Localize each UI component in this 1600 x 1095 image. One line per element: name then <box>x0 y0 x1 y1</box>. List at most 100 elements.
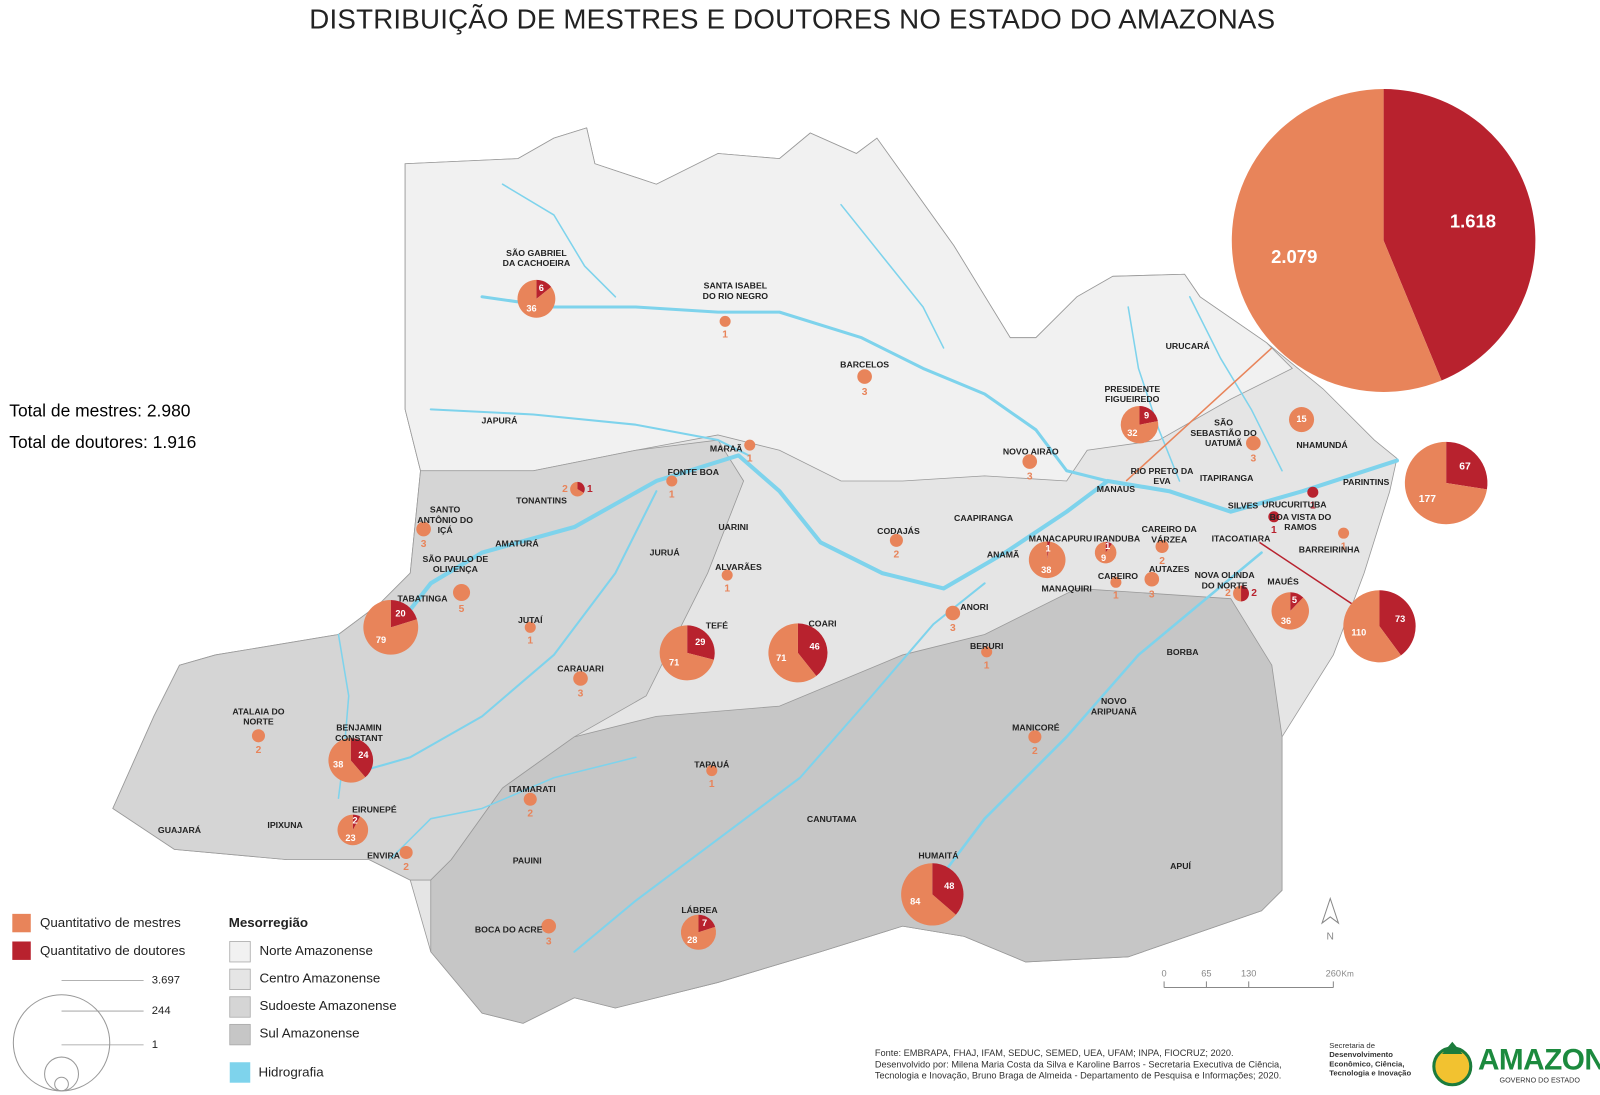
credits-line: Desenvolvido por: Milena Maria Costa da … <box>874 1059 1282 1081</box>
pie: 7 28 <box>680 914 717 950</box>
pie-value-mestres: 3 <box>862 387 868 398</box>
municipality-name: CANUTAMA <box>806 813 857 824</box>
legend-mesoregion-name: Sudoeste Amazonense <box>259 997 397 1014</box>
legend-mesoregion-swatch <box>229 996 251 1018</box>
pie-value-mestres: 3 <box>950 623 956 634</box>
pie-slice-mestres <box>1155 539 1169 553</box>
pie-value-mestres: 2 <box>256 745 262 756</box>
legend-hydrography-swatch <box>229 1062 251 1083</box>
pie-value-doutores: 1.618 <box>1450 211 1496 232</box>
pie-slice-mestres <box>680 914 717 950</box>
legend-swatch-mestres <box>12 913 31 933</box>
pie: 29 71 <box>659 625 715 681</box>
municipality-name: BERURI <box>969 640 1004 651</box>
municipality-name: EIRUNEPÉ <box>352 804 397 815</box>
pie: 3 <box>1246 435 1261 464</box>
pie: 73 110 <box>1343 590 1416 663</box>
municipality-name: ANAMÃ <box>986 549 1020 560</box>
pie-value-doutores: 20 <box>395 609 405 619</box>
legend-mesoregion-swatch <box>229 941 251 963</box>
pie: 24 38 <box>328 738 374 783</box>
municipality-name: TAPAUÁ <box>694 759 730 770</box>
pie-slice-mestres <box>901 863 956 926</box>
pie-slice-mestres <box>1343 590 1401 663</box>
regions <box>112 127 1398 1024</box>
pie-slice-mestres <box>541 918 557 934</box>
pie: 2 <box>523 792 537 820</box>
legend-size-circle <box>44 1056 80 1092</box>
municipality-name: ENVIRA <box>367 850 401 861</box>
municipality-name: MANICORÉ <box>1012 722 1060 733</box>
pie-slice-doutores <box>1268 511 1280 523</box>
pie-slice-doutores <box>1290 592 1304 611</box>
municipality-name: UARINI <box>718 521 749 533</box>
legend-hydrography: Hidrografia <box>258 1064 324 1080</box>
pie-slice-mestres <box>1110 576 1122 588</box>
total-mestres: Total de mestres: 2.980 <box>9 401 191 421</box>
legend-size-label: 1 <box>152 1039 158 1051</box>
pie-slice-mestres <box>1233 585 1242 602</box>
pie-value-doutores: 46 <box>810 642 820 652</box>
pie-value-mestres: 2.079 <box>1271 246 1317 267</box>
municipality-name: BARCELOS <box>840 359 890 370</box>
pie-value-mestres: 2 <box>1032 746 1038 757</box>
pie: 22 <box>1225 585 1257 602</box>
pie-slice-doutores <box>687 625 715 660</box>
pie-value-doutores: 67 <box>1459 462 1471 473</box>
municipality-name: URUCURITUBA <box>1262 499 1327 510</box>
pie-value-mestres: 3 <box>546 936 552 947</box>
pie-slice-doutores <box>932 863 964 915</box>
pie-value-doutores: 1 <box>587 484 593 495</box>
municipality-name: BORBA <box>1166 646 1199 657</box>
secretaria-block: Secretaria de Desenvolvimento Econômico,… <box>1329 1041 1426 1078</box>
pie-slice-doutores <box>1047 541 1051 560</box>
municipality-name: GUAJARÁ <box>157 824 202 836</box>
pie-value-mestres: 1 <box>709 779 715 790</box>
pie: 2 <box>251 729 265 756</box>
pie-slice-mestres <box>523 792 537 806</box>
region-norte <box>404 127 1293 482</box>
pie-slice-mestres <box>1120 405 1159 444</box>
municipality-name: RIO PRETO DA EVA <box>1130 465 1194 487</box>
pie: 1 <box>666 475 678 500</box>
pie: 2 <box>399 845 413 873</box>
municipality-name: SÃO SEBASTIÃO DO UATUMÃ <box>1190 417 1257 449</box>
municipality-name: AUTAZES <box>1148 563 1190 575</box>
legend-size-label: 3.697 <box>152 974 180 986</box>
legend-mesoregion-name: Norte Amazonense <box>259 942 373 958</box>
pie-value-mestres: 2 <box>527 809 533 820</box>
scale-unit: Km <box>1342 969 1354 978</box>
pie-slice-mestres <box>399 845 413 859</box>
brand-sub: GOVERNO DO ESTADO <box>1499 1077 1580 1085</box>
legend-mestres: Quantitativo de mestres <box>39 914 181 931</box>
municipality-name: MAUÉS <box>1267 576 1299 587</box>
pie-value-mestres: 177 <box>1419 494 1436 505</box>
pie: 46 71 <box>768 623 828 683</box>
pie: 3 <box>573 671 588 700</box>
pie-value-mestres: 2 <box>894 550 900 561</box>
municipality-name: PRESIDENTE FIGUEIREDO <box>1104 383 1161 405</box>
pie-value-mestres: 2 <box>1159 556 1165 567</box>
pie: 19 <box>1094 541 1117 564</box>
pie-value-doutores: 7 <box>702 918 707 928</box>
legend-mesoregion-name: Centro Amazonense <box>259 970 381 986</box>
municipality-name: JAPURÁ <box>481 415 518 426</box>
pie-slice-doutores <box>1241 585 1249 602</box>
pie-value-mestres: 3 <box>1250 453 1256 464</box>
pie-value-doutores: 73 <box>1395 614 1405 624</box>
pie-value-mestres: 9 <box>1101 553 1106 563</box>
municipality-name: ITAPIRANGA <box>1199 472 1254 484</box>
pie-value-doutores: 1 <box>1105 541 1110 551</box>
legend-mesoregion-name: Sul Amazonense <box>259 1025 360 1041</box>
municipality-name: CAREIRO DA VÁRZEA <box>1141 523 1197 545</box>
pie: 2 <box>889 533 903 561</box>
pie-value-doutores: 29 <box>695 637 705 647</box>
pie-value-mestres: 3 <box>1149 589 1155 600</box>
municipality-name: SANTA ISABEL DO RIO NEGRO <box>702 280 769 301</box>
pie-slice-mestres <box>744 439 756 451</box>
secretaria-prefix: Secretaria de <box>1329 1040 1375 1050</box>
pie-value-mestres: 71 <box>669 657 679 667</box>
